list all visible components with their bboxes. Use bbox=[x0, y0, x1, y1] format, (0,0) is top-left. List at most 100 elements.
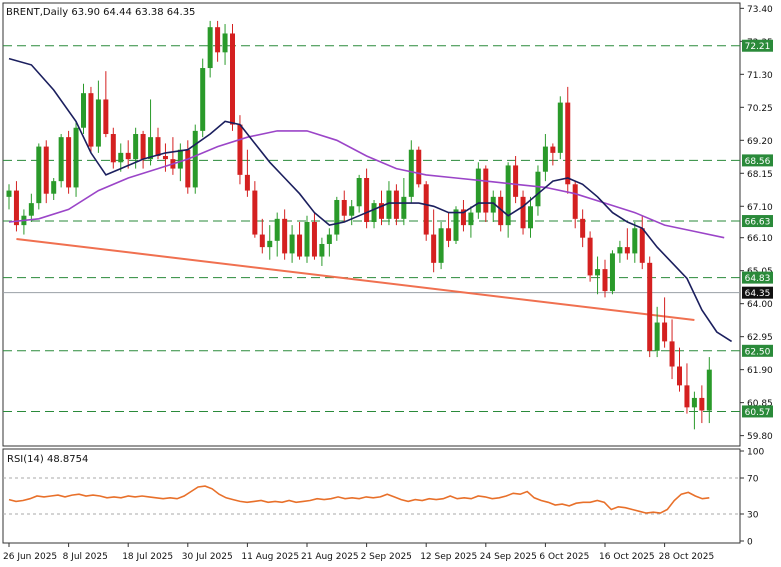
candle-body bbox=[431, 234, 437, 263]
candle-body bbox=[88, 93, 94, 147]
candle-body bbox=[498, 196, 504, 226]
candle-body bbox=[95, 99, 101, 147]
level-label: 66.63 bbox=[745, 218, 771, 228]
candle-body bbox=[408, 149, 414, 197]
rsi-tick-label: 100 bbox=[747, 448, 764, 458]
price-tick-label: 66.10 bbox=[747, 234, 773, 244]
candle-body bbox=[58, 137, 64, 182]
candle-body bbox=[691, 397, 697, 408]
candle-body bbox=[349, 206, 355, 216]
candle-body bbox=[237, 124, 243, 175]
level-label-box bbox=[742, 271, 773, 284]
time-tick-label: 28 Oct 2025 bbox=[659, 552, 715, 562]
level-label-box bbox=[742, 405, 773, 418]
candle-body bbox=[259, 234, 265, 248]
time-axis: 26 Jun 2025 8 Jul 2025 18 Jul 2025 30 Jul 2… bbox=[3, 543, 714, 562]
candle-body bbox=[289, 234, 295, 254]
candle-body bbox=[505, 165, 511, 226]
candle-body bbox=[386, 190, 392, 219]
candle-body bbox=[200, 68, 206, 131]
candle-body bbox=[13, 190, 19, 226]
candle-body bbox=[602, 269, 608, 292]
candle-body bbox=[36, 146, 42, 204]
candle-body bbox=[460, 209, 466, 226]
fast-moving-average-line bbox=[8, 57, 733, 343]
last-price-label: 64.35 bbox=[745, 289, 771, 299]
rsi-tick-label: 30 bbox=[747, 511, 759, 521]
candle-body bbox=[364, 178, 370, 222]
candle-body bbox=[148, 137, 154, 160]
candle-body bbox=[639, 228, 645, 263]
candle-body bbox=[207, 27, 213, 69]
candle-body bbox=[125, 152, 131, 160]
candle-body bbox=[371, 203, 377, 222]
candle-body bbox=[297, 234, 303, 257]
candle-body bbox=[118, 152, 124, 163]
candle-body bbox=[162, 156, 168, 160]
candle-body bbox=[274, 218, 280, 241]
price-tick-label: 59.80 bbox=[747, 432, 773, 442]
candle-body bbox=[133, 134, 139, 160]
time-tick-label: 11 Aug 2025 bbox=[241, 552, 299, 562]
candle-body bbox=[513, 165, 519, 197]
candle-body bbox=[654, 322, 660, 351]
candle-body bbox=[311, 221, 317, 257]
moving-averages-layer bbox=[8, 57, 733, 343]
candle-body bbox=[222, 33, 228, 53]
rsi-tick-label: 0 bbox=[747, 538, 753, 548]
candle-body bbox=[28, 203, 34, 216]
candle-body bbox=[520, 196, 526, 229]
rsi-layer: 100 70 30 0 bbox=[3, 448, 764, 548]
time-tick-label: 24 Sep 2025 bbox=[480, 552, 537, 562]
candle-body bbox=[580, 218, 586, 238]
candle-body bbox=[43, 146, 49, 194]
candle-body bbox=[73, 127, 79, 188]
candle-body bbox=[401, 196, 407, 219]
candle-body bbox=[319, 243, 325, 257]
candle-body bbox=[572, 184, 578, 219]
price-tick-label: 61.90 bbox=[747, 366, 773, 376]
candle-body bbox=[528, 206, 533, 229]
rsi-pane-frame bbox=[2, 448, 741, 544]
time-tick-label: 16 Oct 2025 bbox=[599, 552, 655, 562]
level-label: 62.50 bbox=[745, 347, 771, 357]
candle-body bbox=[535, 171, 541, 207]
candle-body bbox=[185, 149, 191, 188]
candle-body bbox=[609, 253, 615, 292]
trendline bbox=[16, 237, 695, 322]
rsi-line bbox=[8, 485, 710, 514]
candle-body bbox=[110, 134, 116, 163]
candle-body bbox=[244, 174, 250, 191]
candle-body bbox=[632, 228, 638, 254]
level-labels: 72.21 68.56 66.63 64.83 62.50 60.57 64.35 bbox=[742, 39, 773, 418]
candle-body bbox=[267, 240, 273, 248]
candle-body bbox=[379, 203, 384, 219]
candle-body bbox=[647, 262, 653, 351]
price-tick-label: 64.00 bbox=[747, 300, 773, 310]
candle-body bbox=[475, 168, 481, 213]
last-price-box bbox=[742, 286, 773, 299]
level-label: 64.83 bbox=[745, 274, 771, 284]
rsi-label: RSI(14) 48.8754 bbox=[7, 454, 88, 465]
time-tick-label: 30 Jul 2025 bbox=[182, 552, 233, 562]
price-tick-label: 60.85 bbox=[747, 399, 773, 409]
candle-body bbox=[81, 93, 86, 128]
candle-body bbox=[230, 33, 235, 125]
price-tick-label: 69.20 bbox=[747, 137, 773, 147]
level-label-box bbox=[742, 39, 773, 52]
candle-body bbox=[550, 146, 556, 153]
candle-body bbox=[542, 146, 548, 172]
time-tick-label: 8 Jul 2025 bbox=[63, 552, 108, 562]
candle-body bbox=[669, 341, 675, 367]
candle-body bbox=[326, 234, 332, 244]
candle-body bbox=[252, 190, 258, 235]
candle-body bbox=[699, 397, 705, 411]
price-tick-label: 62.95 bbox=[747, 333, 773, 343]
level-label-box bbox=[742, 344, 773, 357]
candle-body bbox=[468, 212, 474, 226]
price-tick-label: 73.40 bbox=[747, 5, 773, 15]
candle-body bbox=[6, 190, 12, 197]
price-tick-label: 70.25 bbox=[747, 104, 773, 114]
trendline-layer bbox=[16, 237, 695, 322]
level-label-box bbox=[742, 154, 773, 167]
